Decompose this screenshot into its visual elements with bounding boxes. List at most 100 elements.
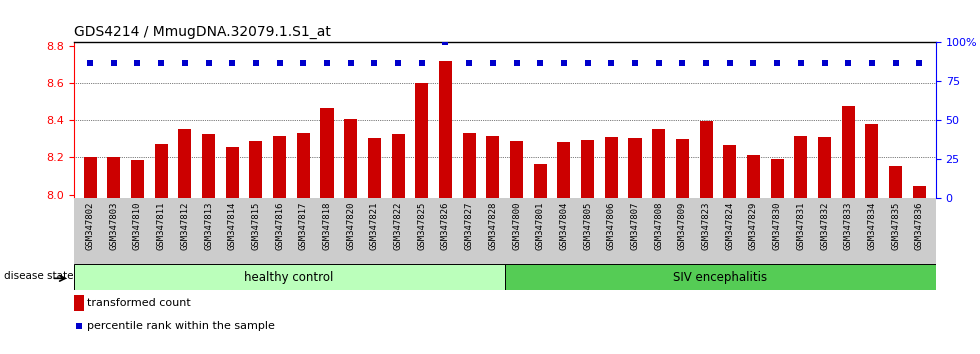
Point	[248, 60, 264, 65]
Point	[888, 60, 904, 65]
Point	[201, 60, 217, 65]
Bar	[912, 186, 926, 354]
Bar	[818, 137, 831, 354]
Bar	[842, 107, 855, 354]
Point	[153, 60, 169, 65]
Bar	[368, 138, 381, 354]
Point	[746, 60, 761, 65]
Text: GSM347800: GSM347800	[512, 201, 521, 250]
Bar	[558, 142, 570, 354]
Point	[71, 323, 86, 329]
Point	[390, 60, 406, 65]
Text: GSM347833: GSM347833	[844, 201, 853, 250]
Bar	[676, 139, 689, 354]
Bar	[74, 264, 505, 290]
Bar	[770, 159, 784, 354]
Bar	[155, 144, 168, 354]
Point	[841, 60, 857, 65]
Text: GSM347803: GSM347803	[110, 201, 119, 250]
Point	[698, 60, 713, 65]
Point	[604, 60, 619, 65]
Text: GSM347812: GSM347812	[180, 201, 189, 250]
Text: GSM347817: GSM347817	[299, 201, 308, 250]
Point	[532, 60, 548, 65]
Bar	[700, 121, 712, 354]
Point	[722, 60, 738, 65]
Point	[271, 60, 287, 65]
Text: GSM347814: GSM347814	[227, 201, 237, 250]
Text: transformed count: transformed count	[87, 298, 191, 308]
Point	[627, 60, 643, 65]
Text: GSM347831: GSM347831	[797, 201, 806, 250]
Text: GSM347825: GSM347825	[417, 201, 426, 250]
Bar	[131, 160, 144, 354]
Point	[769, 60, 785, 65]
Text: GSM347815: GSM347815	[252, 201, 261, 250]
Bar	[581, 140, 594, 354]
Point	[580, 60, 596, 65]
Text: GSM347824: GSM347824	[725, 201, 734, 250]
Text: GSM347826: GSM347826	[441, 201, 450, 250]
Bar	[83, 156, 97, 354]
Bar	[534, 164, 547, 354]
Text: GSM347809: GSM347809	[678, 201, 687, 250]
Text: percentile rank within the sample: percentile rank within the sample	[87, 321, 275, 331]
Bar	[439, 61, 452, 354]
Point	[177, 60, 193, 65]
Bar	[297, 133, 310, 354]
Bar	[273, 136, 286, 354]
Point	[485, 60, 501, 65]
Bar	[795, 136, 808, 354]
Point	[224, 60, 240, 65]
Point	[82, 60, 98, 65]
Bar	[344, 119, 358, 354]
Bar	[250, 141, 263, 354]
Bar	[202, 134, 215, 354]
Point	[129, 60, 145, 65]
Point	[793, 60, 808, 65]
Point	[438, 40, 454, 45]
Text: GSM347816: GSM347816	[275, 201, 284, 250]
Text: GSM347810: GSM347810	[133, 201, 142, 250]
Bar	[723, 145, 736, 354]
Text: GSM347832: GSM347832	[820, 201, 829, 250]
Bar	[107, 156, 121, 354]
Point	[674, 60, 690, 65]
Text: GSM347822: GSM347822	[394, 201, 403, 250]
Point	[106, 60, 122, 65]
Point	[651, 60, 666, 65]
Text: GSM347802: GSM347802	[85, 201, 95, 250]
Text: GSM347830: GSM347830	[772, 201, 782, 250]
Point	[319, 60, 335, 65]
Bar	[865, 124, 878, 354]
Point	[509, 60, 524, 65]
Text: healthy control: healthy control	[244, 270, 334, 284]
Point	[367, 60, 382, 65]
Text: GSM347801: GSM347801	[536, 201, 545, 250]
Bar	[74, 295, 84, 311]
Bar	[486, 136, 500, 354]
Point	[864, 60, 880, 65]
Text: GSM347835: GSM347835	[891, 201, 900, 250]
Text: GSM347805: GSM347805	[583, 201, 592, 250]
Point	[414, 60, 429, 65]
Bar	[510, 141, 523, 354]
Text: GSM347813: GSM347813	[204, 201, 213, 250]
Text: GSM347823: GSM347823	[702, 201, 710, 250]
Text: GSM347834: GSM347834	[867, 201, 876, 250]
Bar	[747, 155, 760, 354]
Text: GSM347821: GSM347821	[369, 201, 379, 250]
Bar	[652, 129, 665, 354]
Text: GSM347820: GSM347820	[346, 201, 355, 250]
Text: GSM347811: GSM347811	[157, 201, 166, 250]
Bar	[628, 138, 642, 354]
Point	[296, 60, 312, 65]
Point	[816, 60, 832, 65]
Bar	[605, 137, 617, 354]
Text: GSM347804: GSM347804	[560, 201, 568, 250]
Point	[462, 60, 477, 65]
Text: GSM347829: GSM347829	[749, 201, 758, 250]
Point	[343, 60, 359, 65]
Bar	[505, 264, 936, 290]
Bar	[320, 108, 333, 354]
